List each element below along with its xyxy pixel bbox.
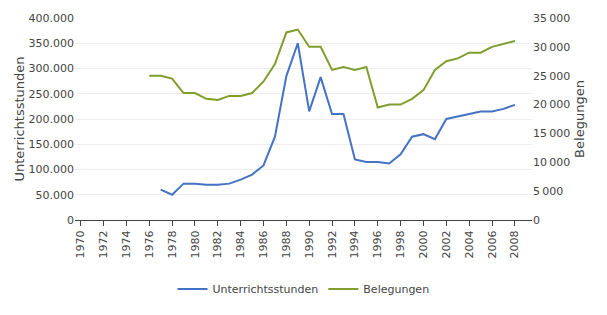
svg-text:150.000: 150.000 (29, 138, 75, 151)
svg-text:2004: 2004 (463, 230, 476, 258)
svg-text:30 000: 30 000 (533, 41, 570, 54)
svg-text:15 000: 15 000 (533, 127, 570, 140)
svg-text:400.000: 400.000 (29, 12, 75, 25)
svg-text:250.000: 250.000 (29, 88, 75, 101)
svg-text:1996: 1996 (371, 230, 384, 258)
svg-text:1980: 1980 (189, 230, 202, 258)
svg-text:1998: 1998 (394, 230, 407, 258)
svg-text:1982: 1982 (211, 230, 224, 258)
svg-text:350.000: 350.000 (29, 37, 75, 50)
svg-text:0: 0 (67, 214, 74, 227)
svg-text:200.000: 200.000 (29, 113, 75, 126)
svg-text:1984: 1984 (234, 230, 247, 258)
svg-text:100.000: 100.000 (29, 163, 75, 176)
svg-text:1976: 1976 (143, 230, 156, 258)
svg-text:1986: 1986 (257, 230, 270, 258)
svg-text:1972: 1972 (97, 230, 110, 258)
svg-text:25 000: 25 000 (533, 70, 570, 83)
svg-text:2008: 2008 (508, 230, 521, 258)
svg-text:20 000: 20 000 (533, 98, 570, 111)
svg-text:300.000: 300.000 (29, 62, 75, 75)
svg-text:5 000: 5 000 (533, 185, 563, 198)
svg-text:10 000: 10 000 (533, 156, 570, 169)
svg-text:1974: 1974 (120, 230, 133, 258)
svg-text:1992: 1992 (326, 230, 339, 258)
svg-text:Belegungen: Belegungen (363, 283, 429, 296)
svg-text:2000: 2000 (417, 230, 430, 258)
svg-text:50.000: 50.000 (36, 189, 75, 202)
svg-text:1990: 1990 (303, 230, 316, 258)
svg-text:0: 0 (533, 214, 540, 227)
svg-text:35 000: 35 000 (533, 12, 570, 25)
svg-text:Unterrichtsstunden: Unterrichtsstunden (213, 283, 319, 296)
svg-text:2006: 2006 (486, 230, 499, 258)
svg-text:1994: 1994 (348, 230, 361, 258)
svg-text:1988: 1988 (280, 230, 293, 258)
svg-text:2002: 2002 (440, 230, 453, 258)
svg-text:Belegungen: Belegungen (572, 80, 587, 158)
svg-text:1978: 1978 (166, 230, 179, 258)
svg-text:Unterrichtsstunden: Unterrichtsstunden (12, 56, 27, 181)
svg-text:1970: 1970 (74, 230, 87, 258)
